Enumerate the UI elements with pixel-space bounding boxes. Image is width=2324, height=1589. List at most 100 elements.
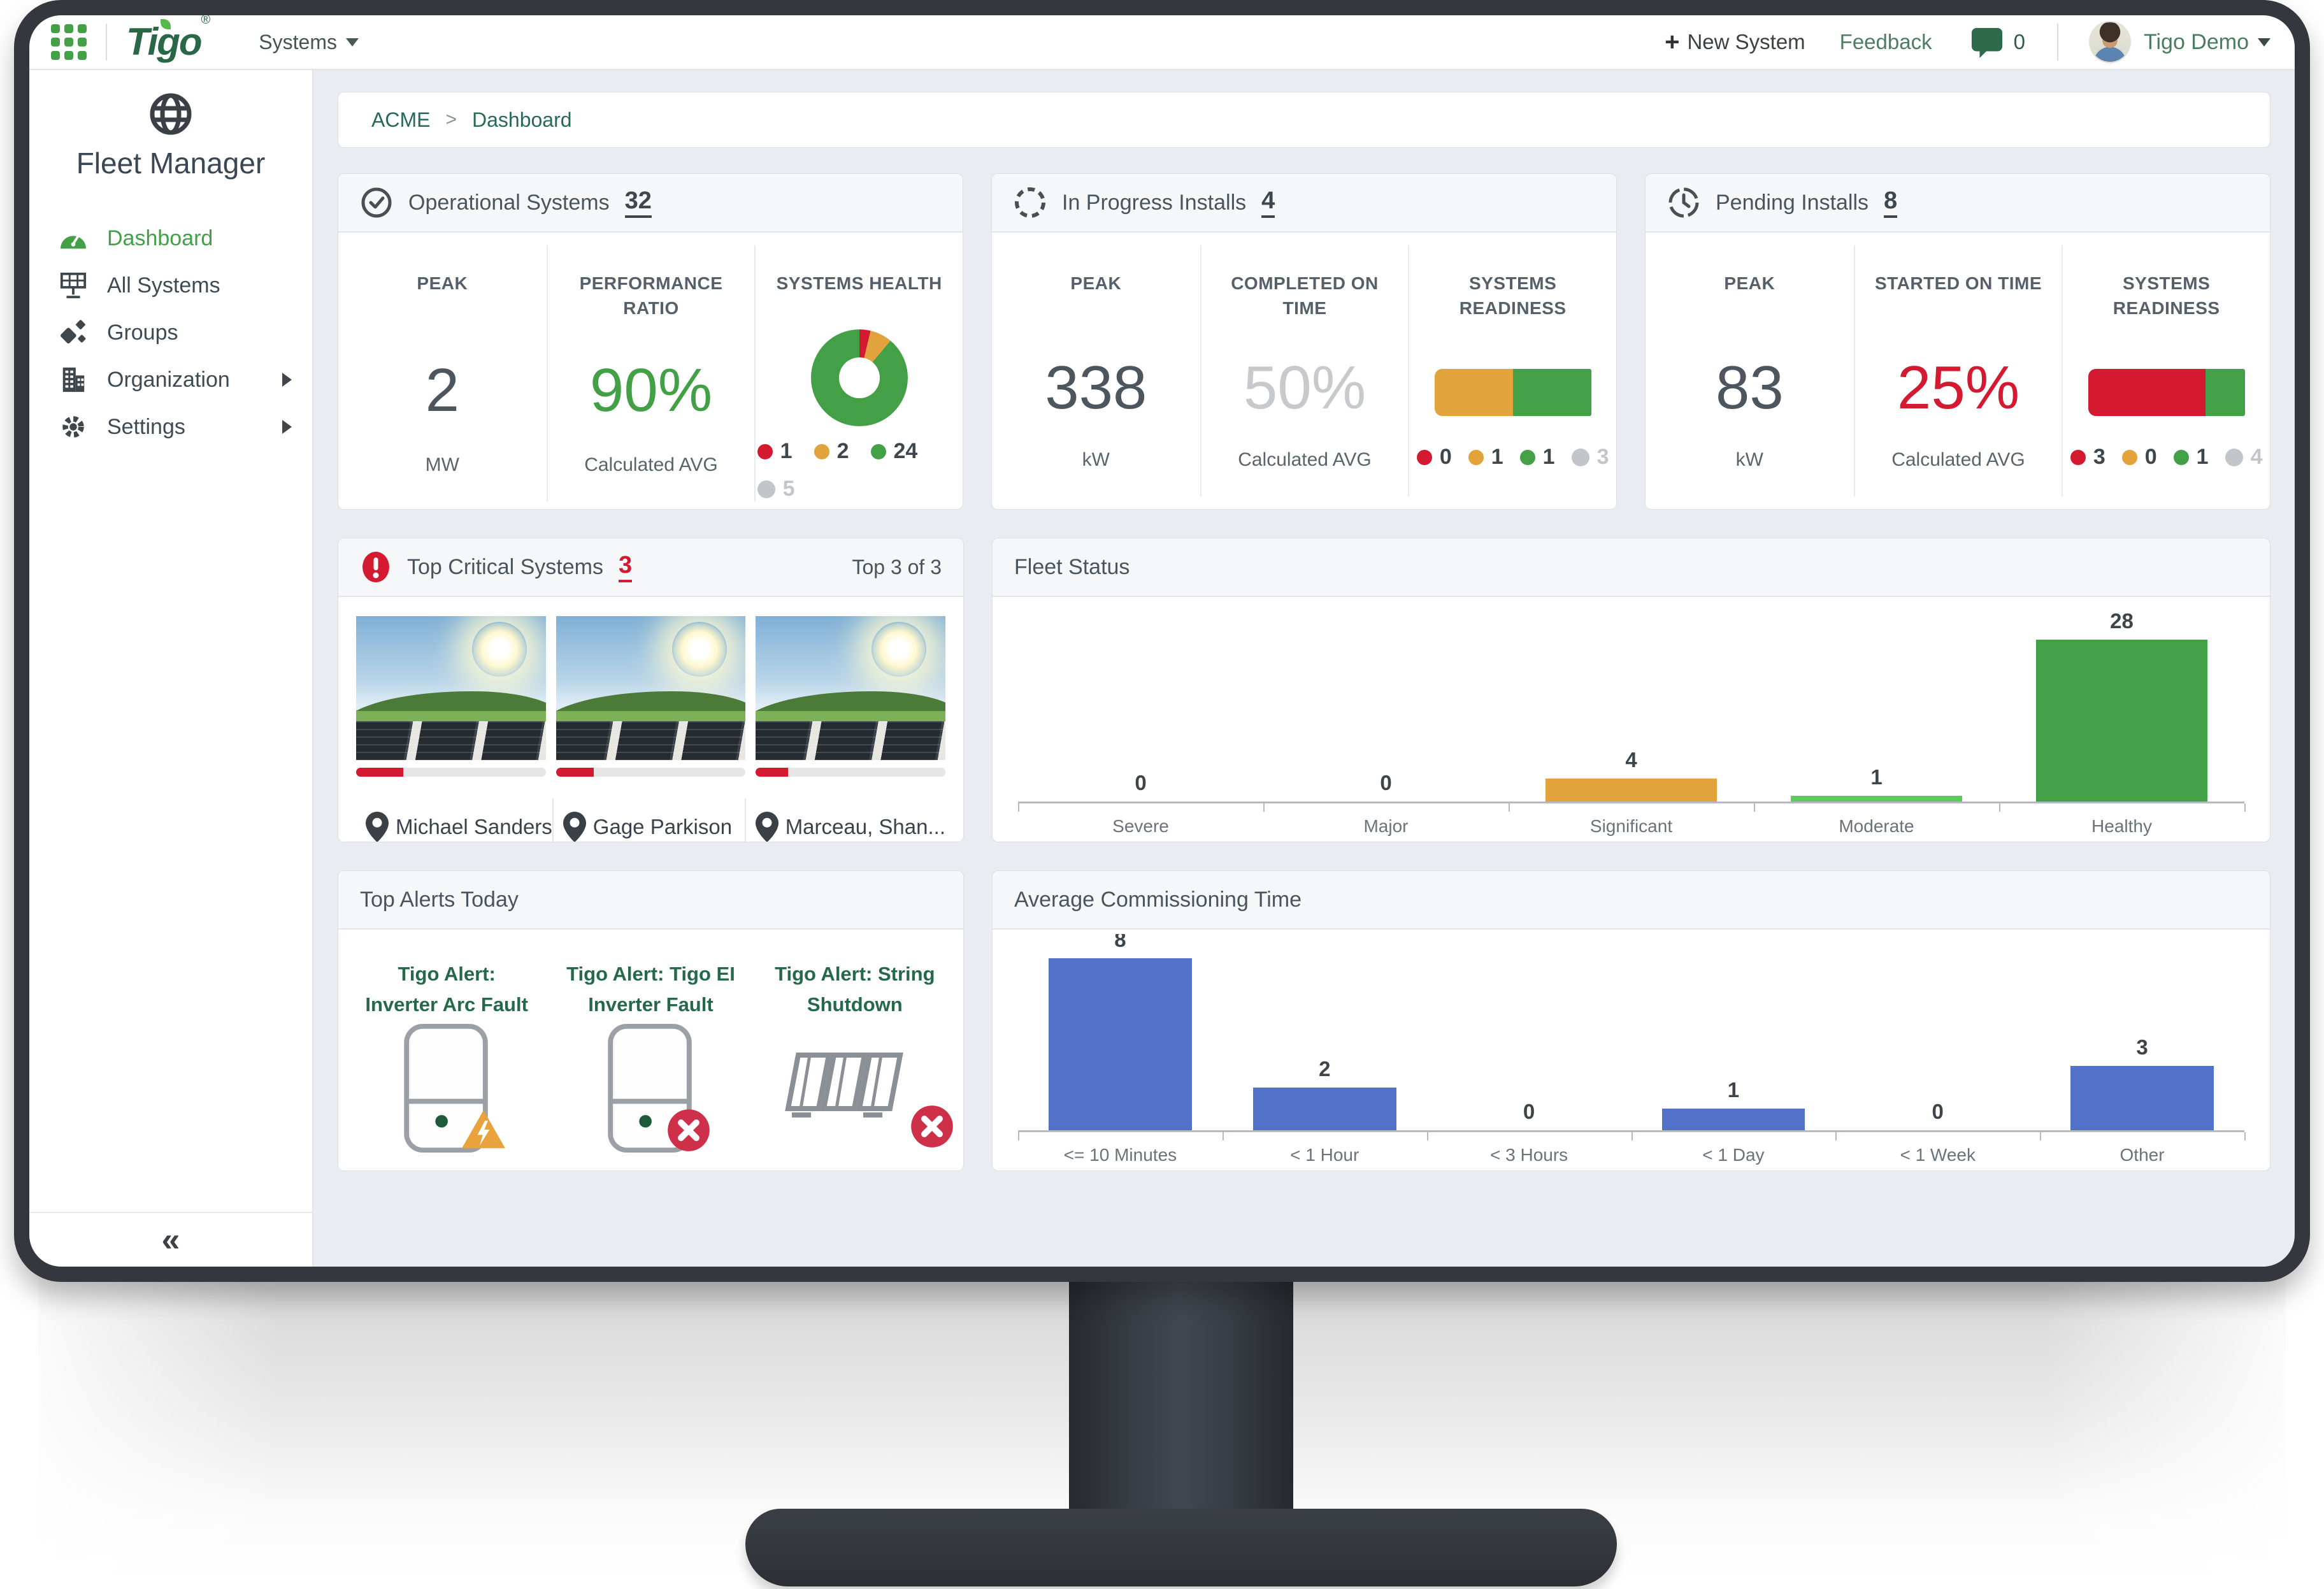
system-name: Marceau, Shan... [785, 815, 945, 838]
bar-value-label: 28 [2110, 609, 2134, 633]
user-menu[interactable]: Tigo Demo [2144, 30, 2270, 55]
chart-slot: 4 [1509, 597, 1754, 802]
bar[interactable] [1790, 795, 1963, 802]
column-label: STARTED ON TIME [1874, 273, 2042, 293]
legend-dot-icon [1416, 449, 1432, 465]
chat-count: 0 [2013, 30, 2025, 54]
user-name: Tigo Demo [2143, 29, 2249, 54]
solar-array-graphic [756, 721, 945, 760]
commissioning-time-card: Average Commissioning Time 8 2 0 1 0 3 <= 10 … [992, 870, 2270, 1171]
inverter-icon [608, 1023, 692, 1153]
sidebar-item-settings[interactable]: Settings [29, 403, 312, 450]
bar[interactable] [1661, 1109, 1805, 1130]
readiness-segment [2088, 369, 2206, 416]
sidebar-item-label: Organization [107, 367, 230, 392]
system-name-link[interactable]: Marceau, Shan... [744, 798, 945, 842]
chevron-down-icon [2258, 38, 2270, 47]
new-system-button[interactable]: + New System [1665, 28, 1805, 57]
system-thumbnail[interactable] [356, 616, 546, 760]
system-name: Michael Sanders [396, 815, 552, 838]
monitor-stand-base [745, 1509, 1617, 1586]
new-system-label: New System [1687, 30, 1805, 54]
sidebar-item-all-systems[interactable]: All Systems [29, 262, 312, 309]
solar-panel-icon [60, 272, 87, 299]
alert-progress-fill [356, 768, 404, 777]
pending-installs-card: Pending Installs 8 PEAK 83 kW S [1645, 173, 2270, 510]
app-grid-icon[interactable] [51, 24, 87, 60]
system-name-link[interactable]: Michael Sanders [356, 798, 552, 842]
legend-dot-icon [2070, 449, 2086, 465]
system-thumbnail[interactable] [756, 616, 945, 760]
legend-item: 1 [2173, 445, 2209, 470]
alert-circle-icon [362, 552, 389, 582]
card-title: Operational Systems [408, 190, 610, 215]
alert-item[interactable]: Tigo Alert: String Shutdown [753, 936, 957, 1154]
solar-string-icon [784, 1053, 903, 1118]
alert-item[interactable]: Tigo Alert: Tigo EI Inverter Fault [549, 936, 752, 1154]
bar[interactable] [2035, 640, 2208, 802]
user-avatar[interactable] [2088, 21, 2131, 63]
peak-column: PEAK 83 kW [1646, 245, 1854, 496]
breadcrumb-page[interactable]: Dashboard [471, 108, 572, 131]
x-axis-category-label: Significant [1589, 816, 1673, 836]
top-critical-systems-card: Top Critical Systems 3 Top 3 of 3 [338, 538, 964, 842]
legend-dot-icon [757, 480, 775, 498]
systems-dropdown-label: Systems [259, 30, 337, 54]
sidebar-item-groups[interactable]: Groups [29, 309, 312, 356]
tigo-logo[interactable]: Tigo® [126, 15, 210, 61]
commissioning-chart: 8 2 0 1 0 3 <= 10 Minutes < 1 Hour < 3 Hours < 1… [993, 930, 2270, 1170]
system-name-link[interactable]: Gage Parkison [552, 798, 745, 842]
legend-value: 0 [2144, 445, 2157, 469]
readiness-segment [2206, 369, 2245, 416]
feedback-link[interactable]: Feedback [1840, 30, 1932, 54]
alert-title: Tigo Alert: String Shutdown [775, 963, 935, 1016]
legend-item: 1 [1468, 445, 1503, 470]
x-axis-category-label: <= 10 Minutes [1063, 1145, 1177, 1165]
fleet-status-chart: 0 0 4 1 28 Severe Major Significant Moderate Hea… [993, 597, 2270, 842]
sidebar-item-dashboard[interactable]: Dashboard [29, 215, 312, 262]
legend-item: 24 [870, 439, 917, 464]
sidebar: Fleet Manager Dashboard [29, 70, 313, 1267]
pending-count-link[interactable]: 8 [1884, 187, 1898, 218]
chat-button[interactable]: 0 [1970, 25, 2025, 59]
bar[interactable] [1545, 778, 1718, 802]
sun-graphic [872, 622, 927, 677]
peak-value: 2 [425, 356, 460, 424]
critical-count-link[interactable]: 3 [618, 552, 633, 582]
in-progress-count-link[interactable]: 4 [1261, 187, 1275, 218]
legend-item: 3 [1571, 445, 1609, 470]
bar[interactable] [2070, 1065, 2214, 1130]
x-axis-category-label: Moderate [1839, 816, 1914, 836]
axis-tick [1018, 1132, 1019, 1140]
collapse-chevrons-icon: « [161, 1221, 180, 1258]
sidebar-collapse-button[interactable]: « [29, 1212, 312, 1267]
legend-value: 1 [1542, 445, 1555, 469]
system-thumbnail[interactable] [556, 616, 746, 760]
peak-value: 83 [1715, 354, 1784, 422]
legend-item: 0 [1416, 445, 1452, 470]
critical-range-label: Top 3 of 3 [852, 555, 942, 579]
completed-on-time-value: 50% [1243, 354, 1366, 422]
bar-plot-area: 8 2 0 1 0 3 [1018, 934, 2244, 1130]
sidebar-item-label: Settings [107, 414, 185, 439]
operational-count-link[interactable]: 32 [624, 187, 652, 218]
bar[interactable] [1049, 958, 1192, 1130]
axis-tick [1018, 803, 1019, 812]
bar[interactable] [1252, 1087, 1396, 1130]
card-title: Fleet Status [1014, 554, 1130, 579]
sidebar-menu: Dashboard All Systems [29, 215, 312, 450]
peak-unit: kW [1082, 449, 1110, 470]
alert-progress-fill [756, 768, 788, 777]
sidebar-item-organization[interactable]: Organization [29, 356, 312, 403]
gear-icon [62, 416, 84, 438]
systems-dropdown[interactable]: Systems [259, 31, 359, 54]
alert-item[interactable]: Tigo Alert: Inverter Arc Fault [345, 936, 549, 1154]
clock-icon [1668, 187, 1699, 218]
chart-slot: 0 [1018, 597, 1263, 802]
breadcrumb-org[interactable]: ACME [371, 108, 431, 131]
performance-ratio-value: 90% [589, 356, 713, 424]
sun-graphic [471, 622, 527, 677]
bar-value-label: 1 [1727, 1078, 1740, 1102]
chart-slot: 0 [1835, 934, 2040, 1130]
chart-slot: 0 [1263, 597, 1509, 802]
